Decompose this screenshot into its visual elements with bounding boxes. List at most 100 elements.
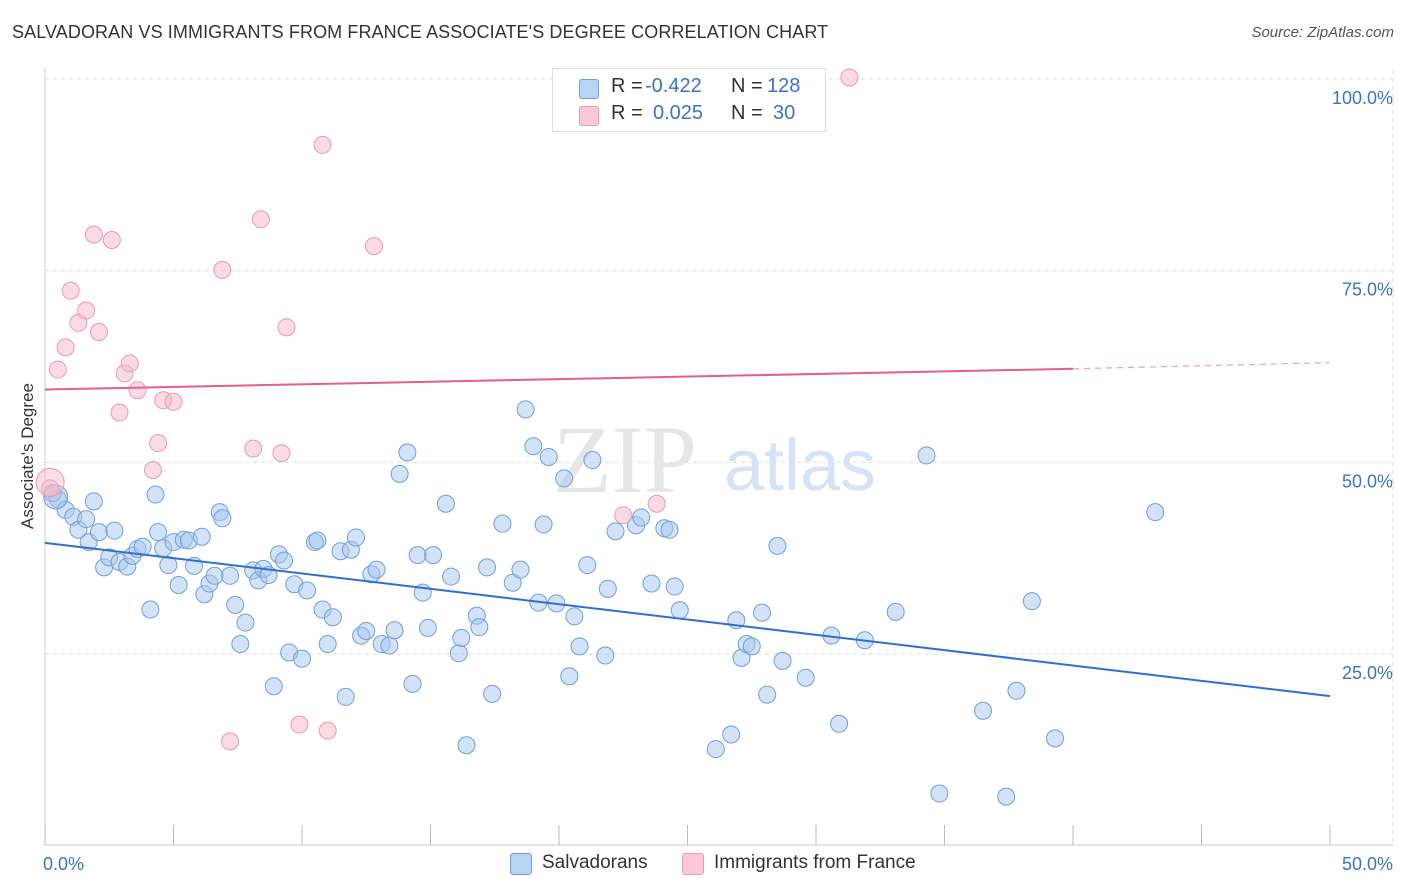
salvadoran-point-79[interactable] (493, 514, 512, 533)
france-point-22[interactable] (277, 318, 296, 337)
salvadoran-point-29[interactable] (205, 566, 224, 585)
salvadoran-point-22[interactable] (169, 576, 188, 594)
france-point-18[interactable] (221, 732, 240, 751)
salvadoran-point-7[interactable] (89, 523, 108, 542)
salvadoran-point-77[interactable] (478, 558, 497, 577)
salvadoran-point-122[interactable] (997, 787, 1016, 806)
salvadoran-point-81[interactable] (511, 560, 530, 579)
france-point-16[interactable] (164, 392, 183, 411)
salvadoran-point-90[interactable] (565, 607, 584, 626)
france-point-20[interactable] (251, 210, 270, 229)
france-point-19[interactable] (244, 439, 263, 458)
salvadoran-point-68[interactable] (418, 618, 437, 637)
france-point-25[interactable] (318, 721, 337, 740)
salvadoran-point-103[interactable] (670, 601, 689, 620)
salvadoran-point-109[interactable] (742, 637, 761, 656)
salvadoran-point-89[interactable] (560, 667, 579, 686)
salvadoran-point-99[interactable] (642, 574, 661, 593)
france-point-27[interactable] (614, 506, 633, 525)
salvadoran-point-120[interactable] (930, 784, 949, 803)
salvadoran-point-66[interactable] (408, 546, 427, 565)
france-point-11[interactable] (120, 354, 139, 373)
salvadoran-point-82[interactable] (516, 400, 535, 419)
salvadoran-point-31[interactable] (213, 509, 232, 528)
france-point-14[interactable] (149, 434, 168, 453)
france-point-23[interactable] (290, 715, 309, 734)
salvadoran-point-76[interactable] (470, 618, 489, 637)
salvadoran-point-113[interactable] (773, 651, 792, 670)
salvadoran-point-42[interactable] (275, 551, 294, 570)
salvadoran-point-6[interactable] (84, 492, 103, 511)
salvadoran-point-102[interactable] (665, 577, 684, 596)
france-point-17[interactable] (213, 260, 232, 279)
salvadoran-point-46[interactable] (298, 581, 317, 600)
salvadoran-point-126[interactable] (1146, 503, 1165, 522)
salvadoran-point-35[interactable] (236, 613, 255, 632)
salvadoran-point-69[interactable] (424, 546, 443, 565)
salvadoran-point-121[interactable] (974, 701, 993, 720)
salvadoran-point-16[interactable] (141, 600, 160, 619)
france-point-2[interactable] (56, 338, 75, 357)
salvadoran-point-62[interactable] (385, 621, 404, 640)
france-point-29[interactable] (840, 68, 859, 87)
france-point-21[interactable] (272, 444, 291, 463)
salvadoran-point-95[interactable] (598, 579, 617, 598)
france-point-24[interactable] (313, 135, 332, 154)
salvadoran-point-45[interactable] (293, 649, 311, 668)
salvadoran-point-72[interactable] (449, 644, 468, 663)
france-point-1[interactable] (48, 360, 67, 379)
salvadoran-point-114[interactable] (796, 668, 815, 687)
salvadoran-point-73[interactable] (452, 628, 471, 647)
salvadoran-point-74[interactable] (457, 736, 476, 755)
france-point-5[interactable] (77, 301, 96, 320)
salvadoran-point-86[interactable] (539, 447, 558, 466)
salvadoran-point-93[interactable] (583, 451, 602, 470)
salvadoran-point-61[interactable] (380, 636, 399, 655)
salvadoran-point-63[interactable] (390, 464, 409, 483)
france-point-7[interactable] (89, 323, 108, 341)
salvadoran-point-118[interactable] (886, 602, 905, 621)
salvadoran-point-98[interactable] (632, 508, 651, 527)
salvadoran-point-71[interactable] (442, 567, 461, 586)
salvadoran-point-123[interactable] (1007, 681, 1026, 700)
salvadoran-point-116[interactable] (830, 714, 849, 733)
salvadoran-point-110[interactable] (753, 603, 772, 622)
salvadoran-point-83[interactable] (524, 437, 543, 456)
france-point-3[interactable] (61, 281, 80, 300)
salvadoran-point-96[interactable] (606, 522, 625, 541)
salvadoran-point-17[interactable] (146, 485, 165, 504)
salvadoran-point-34[interactable] (231, 635, 250, 654)
salvadoran-point-65[interactable] (403, 674, 422, 693)
salvadoran-point-50[interactable] (318, 635, 337, 654)
salvadoran-point-18[interactable] (149, 523, 168, 542)
salvadoran-point-125[interactable] (1046, 729, 1065, 748)
salvadoran-point-112[interactable] (768, 536, 787, 555)
salvadoran-point-51[interactable] (323, 608, 342, 627)
salvadoran-point-10[interactable] (105, 521, 124, 540)
france-point-6[interactable] (84, 225, 103, 244)
salvadoran-point-105[interactable] (722, 725, 741, 744)
salvadoran-point-119[interactable] (917, 446, 936, 465)
salvadoran-point-48[interactable] (308, 531, 327, 550)
salvadoran-point-104[interactable] (706, 740, 725, 759)
salvadoran-point-15[interactable] (133, 537, 152, 556)
france-point-9[interactable] (110, 403, 129, 422)
salvadoran-point-91[interactable] (570, 637, 589, 656)
salvadoran-point-59[interactable] (367, 560, 386, 579)
salvadoran-point-111[interactable] (758, 685, 777, 704)
salvadoran-point-85[interactable] (534, 515, 553, 534)
salvadoran-point-57[interactable] (357, 622, 376, 640)
salvadoran-point-94[interactable] (596, 646, 615, 665)
salvadoran-point-64[interactable] (398, 443, 417, 462)
salvadoran-point-92[interactable] (578, 556, 597, 575)
salvadoran-point-26[interactable] (192, 527, 211, 546)
salvadoran-point-33[interactable] (226, 595, 245, 614)
france-point-8[interactable] (102, 231, 121, 249)
salvadoran-point-70[interactable] (436, 494, 455, 513)
salvadoran-point-53[interactable] (336, 687, 355, 706)
salvadoran-point-101[interactable] (660, 520, 679, 539)
france-point-26[interactable] (364, 237, 383, 256)
france-point-13[interactable] (143, 461, 162, 479)
salvadoran-point-88[interactable] (555, 469, 574, 488)
salvadoran-point-78[interactable] (483, 684, 502, 703)
